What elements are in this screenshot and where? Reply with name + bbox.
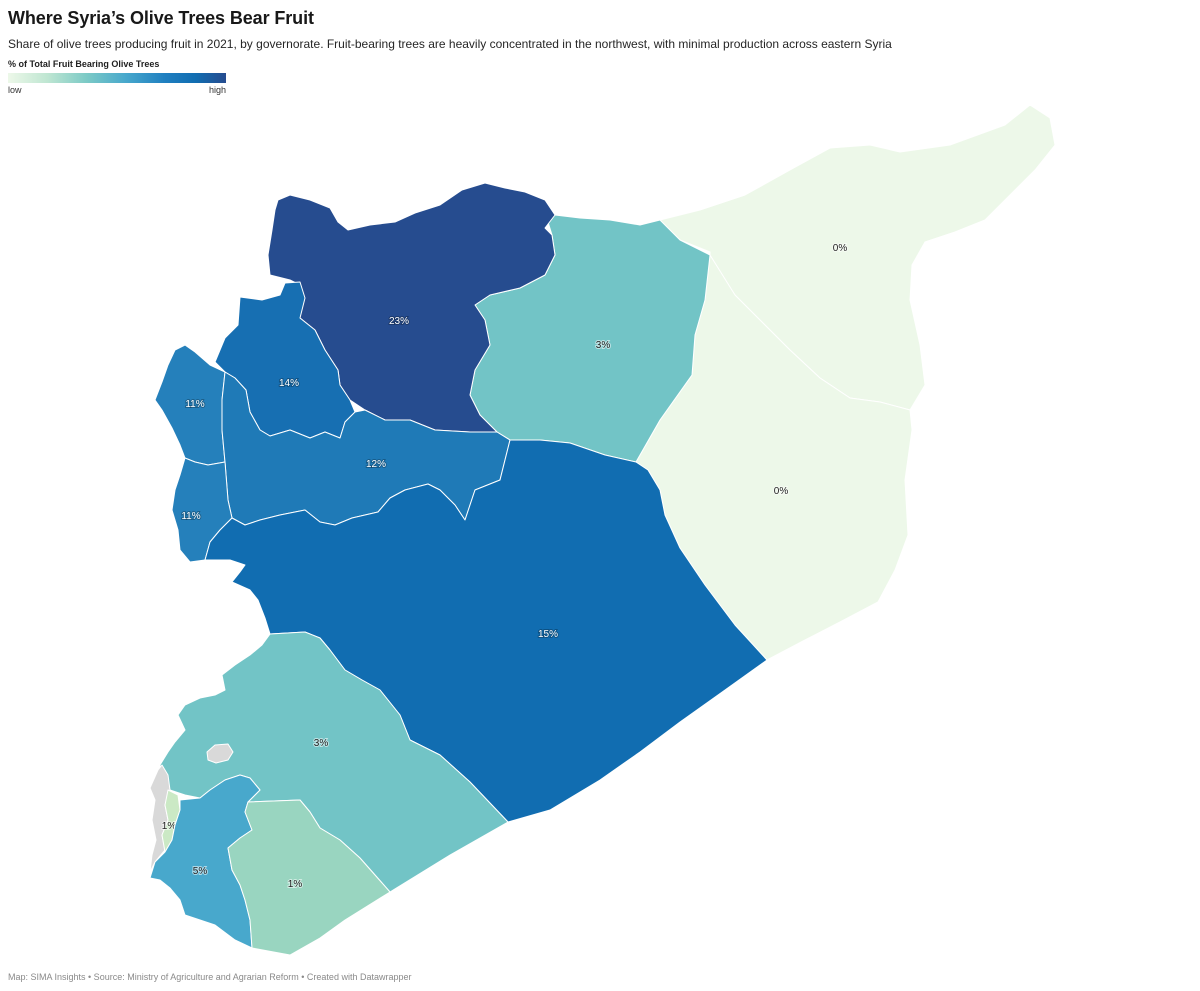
region-quneitra-label: 1% (162, 821, 177, 832)
chart-title: Where Syria’s Olive Trees Bear Fruit (8, 8, 314, 28)
chart-subtitle: Share of olive trees producing fruit in … (8, 37, 892, 51)
footer-credits: Map: SIMA Insights • Source: Ministry of… (8, 972, 412, 982)
legend-labels: low high (8, 85, 226, 95)
region-al-hasakah-label: 0% (833, 243, 848, 254)
region-as-suwayda-shape[interactable] (227, 799, 391, 956)
region-deir-ez-zor[interactable]: 0% (635, 254, 913, 661)
region-aleppo[interactable]: 23% (267, 182, 556, 433)
region-homs-shape[interactable] (204, 439, 768, 823)
legend-title: % of Total Fruit Bearing Olive Trees (8, 59, 160, 69)
region-aleppo-label: 23% (389, 316, 409, 327)
legend-high-label: high (208, 85, 226, 95)
region-latakia-label: 11% (185, 399, 204, 410)
region-as-suwayda[interactable]: 1% (227, 799, 391, 956)
region-daraa[interactable]: 5% (149, 774, 261, 949)
region-golan-nodata[interactable] (149, 764, 171, 873)
region-as-suwayda-label: 1% (288, 879, 303, 890)
legend-gradient-bar (8, 73, 226, 83)
region-ar-raqqah-label: 3% (596, 340, 611, 351)
region-homs-label: 15% (538, 629, 558, 640)
legend-low-label: low (8, 85, 22, 95)
region-homs[interactable]: 15% (204, 439, 768, 823)
region-golan-nodata-shape[interactable] (149, 764, 171, 873)
region-quneitra[interactable]: 1% (161, 789, 181, 853)
region-deir-ez-zor-label: 0% (774, 486, 789, 497)
region-tartus-label: 11% (181, 511, 200, 522)
region-idlib-label: 14% (279, 378, 299, 389)
legend: % of Total Fruit Bearing Olive Trees low… (8, 59, 226, 95)
region-damascus-city-shape[interactable] (206, 743, 234, 764)
region-rural-damascus-label: 3% (314, 738, 329, 749)
header: Where Syria’s Olive Trees Bear Fruit Sha… (8, 6, 1192, 52)
region-hama-label: 12% (366, 459, 386, 470)
region-daraa-label: 5% (193, 866, 208, 877)
region-latakia[interactable]: 11% (154, 344, 226, 466)
region-damascus-city[interactable] (206, 743, 234, 764)
